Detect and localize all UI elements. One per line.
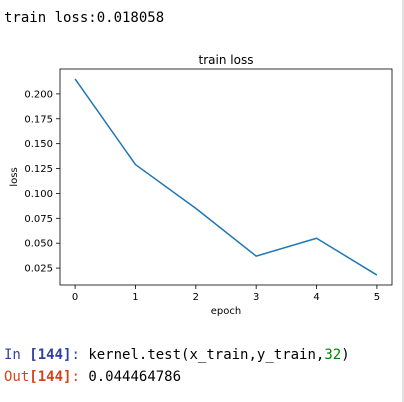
loss-plot: train loss 0 1 2 3 4 5 0.025 0.050 0.075 0.100 0.12… [0,48,404,328]
x-axis-label: epoch [211,306,241,317]
x-tick-label: 0 [72,292,78,303]
loss-line [75,79,377,275]
output-prompt-number: [144] [29,369,71,385]
y-axis-label: loss [9,167,20,186]
y-tick-label: 0.200 [24,89,53,100]
code-arg: 32 [324,347,341,363]
y-tick-label: 0.125 [24,164,53,175]
y-tick-label: 0.100 [24,189,53,200]
loss-chart-svg: train loss 0 1 2 3 4 5 0.025 0.050 0.075 0.100 0.12… [0,48,404,328]
plot-frame [60,69,392,285]
output-prompt-label: Out [4,369,29,385]
chart-title: train loss [199,53,254,67]
x-tick-label: 4 [313,292,319,303]
x-tick-label: 3 [253,292,259,303]
y-tick-label: 0.050 [24,239,53,250]
output-prompt-colon: : [71,369,79,385]
x-tick-label: 5 [374,292,380,303]
x-tick-label: 2 [193,292,199,303]
input-prompt-label: In [4,347,21,363]
x-tick-label: 1 [132,292,138,303]
stdout-text: train loss:0.018058 [4,9,164,27]
input-prompt: In [144]: [4,347,80,363]
code-prefix: kernel.test(x_train,y_train, [88,347,324,363]
input-prompt-number: [144] [29,347,71,363]
input-cell[interactable]: In [144]: kernel.test(x_train,y_train,32… [4,346,350,364]
y-tick-label: 0.075 [24,214,53,225]
output-prompt: Out[144]: [4,369,80,385]
y-tick-label: 0.150 [24,139,53,150]
output-cell: Out[144]: 0.044464786 [4,368,181,386]
y-tick-label: 0.175 [24,114,53,125]
input-prompt-colon: : [71,347,79,363]
y-tick-label: 0.025 [24,264,53,275]
output-value: 0.044464786 [88,369,181,385]
code-suffix: ) [341,347,349,363]
